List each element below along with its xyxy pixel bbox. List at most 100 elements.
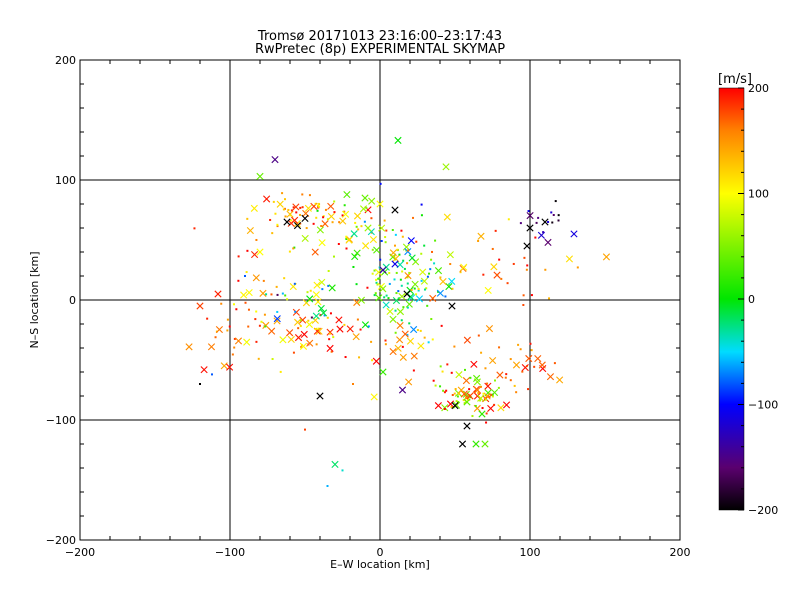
data-point-cross	[373, 246, 381, 254]
data-point-dot	[446, 363, 449, 366]
data-point-dot	[228, 325, 231, 328]
data-point-cross	[359, 205, 368, 213]
data-point-dot	[317, 202, 320, 205]
data-point-dot	[356, 318, 359, 321]
data-point-dot	[365, 207, 368, 210]
data-point-dot	[329, 312, 332, 315]
data-point-dot	[415, 240, 418, 243]
data-point-cross	[408, 254, 416, 262]
data-point-dot	[275, 285, 278, 288]
data-point-dot	[274, 212, 277, 215]
data-point-dot	[420, 214, 423, 217]
data-point-cross	[396, 336, 404, 344]
data-point-cross	[473, 392, 482, 400]
data-point-dot	[527, 210, 530, 213]
data-point-cross	[473, 386, 482, 394]
data-point-cross	[240, 291, 248, 299]
data-point-dot	[488, 395, 491, 398]
data-point-dot	[402, 259, 405, 262]
data-point-cross	[396, 308, 405, 316]
data-point-dot	[323, 314, 326, 317]
data-point-cross	[279, 336, 287, 344]
data-point-dot	[400, 319, 403, 322]
data-point-dot	[459, 271, 462, 274]
data-point-cross	[398, 386, 407, 394]
data-point-dot	[370, 340, 373, 343]
data-point-dot	[283, 277, 286, 280]
data-point-dot	[272, 200, 275, 203]
data-point-dot	[504, 376, 507, 379]
data-point-dot	[471, 415, 474, 418]
data-point-dot	[246, 249, 249, 252]
data-point-dot	[282, 208, 285, 211]
data-point-dot	[290, 219, 293, 222]
data-point-dot	[337, 242, 340, 245]
data-point-dot	[425, 287, 428, 290]
data-point-dot	[237, 255, 240, 258]
data-point-cross	[496, 371, 504, 379]
chart-subtitle: RwPretec (8p) EXPERIMENTAL SKYMAP	[255, 42, 505, 57]
x-tick-label: −200	[65, 546, 95, 559]
data-point-dot	[322, 215, 325, 218]
data-point-dot	[408, 322, 411, 325]
data-point-dot	[400, 229, 403, 232]
data-point-cross	[525, 354, 533, 363]
data-point-dot	[232, 303, 235, 306]
data-point-dot	[439, 276, 442, 279]
data-point-dot	[378, 266, 381, 269]
data-point-cross	[351, 253, 359, 261]
data-point-dot	[410, 288, 413, 291]
data-point-cross	[457, 386, 465, 394]
data-point-dot	[352, 383, 354, 385]
data-point-dot	[519, 348, 522, 351]
data-point-cross	[439, 277, 447, 286]
data-point-dot	[300, 345, 303, 348]
data-point-cross	[304, 204, 312, 212]
x-tick-label: −100	[215, 546, 245, 559]
data-point-cross	[441, 404, 449, 412]
data-point-cross	[379, 285, 387, 293]
data-point-dot	[385, 294, 388, 297]
data-point-dot	[437, 290, 440, 293]
data-point-cross	[538, 361, 546, 369]
colorbar-tick-label: −100	[748, 399, 778, 412]
data-point-dot	[407, 249, 410, 252]
data-point-dot	[231, 353, 234, 356]
data-point-cross	[445, 282, 453, 291]
data-point-cross	[391, 260, 399, 268]
data-point-cross	[462, 390, 470, 398]
data-point-dot	[328, 332, 331, 335]
data-point-dot	[466, 398, 469, 401]
data-point-dot	[321, 288, 324, 291]
data-point-cross	[312, 291, 320, 299]
data-point-dot	[235, 308, 238, 311]
data-point-dot	[496, 273, 499, 276]
data-point-cross	[207, 343, 216, 351]
data-point-cross	[410, 325, 418, 334]
data-point-dot	[247, 308, 250, 311]
data-point-dot	[255, 340, 258, 343]
data-point-dot	[395, 271, 398, 274]
data-point-dot	[327, 284, 330, 287]
data-point-dot	[423, 244, 426, 247]
data-point-dot	[512, 262, 515, 265]
data-point-dot	[294, 310, 297, 313]
data-point-dot	[542, 231, 545, 234]
data-point-dot	[326, 485, 329, 487]
data-point-cross	[401, 330, 409, 338]
data-point-cross	[328, 284, 336, 292]
data-point-dot	[332, 255, 335, 258]
data-point-dot	[394, 309, 397, 312]
data-point-dot	[450, 371, 453, 374]
data-point-cross	[364, 224, 372, 232]
data-point-dot	[379, 258, 382, 261]
data-point-cross	[389, 249, 397, 257]
data-point-dot	[500, 277, 503, 280]
data-point-cross	[391, 206, 399, 214]
y-tick-label: 100	[55, 174, 76, 187]
data-point-dot	[260, 320, 263, 323]
data-point-dot	[330, 350, 333, 353]
data-point-cross	[245, 288, 253, 297]
data-point-cross	[534, 354, 542, 363]
data-point-dot	[281, 292, 284, 295]
